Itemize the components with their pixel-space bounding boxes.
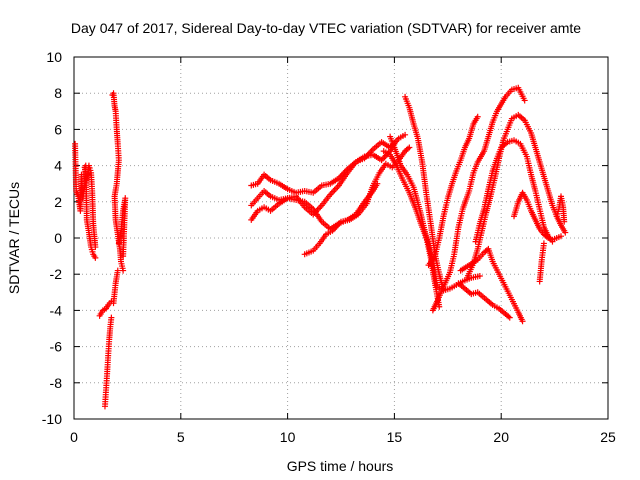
data-point [506,314,513,321]
data-point [108,314,115,321]
y-tick-label: -6 [50,339,63,355]
y-axis-label: SDTVAR / TECUs [6,182,22,294]
data-point [558,233,565,240]
y-tick-label: 6 [54,121,62,137]
data-point [476,273,483,280]
y-tick-label: 10 [46,49,62,65]
data-point [402,131,409,138]
x-tick-label: 20 [493,429,509,445]
y-axis-ticks: -10 -8 -6 -4 -2 0 2 4 6 8 10 [42,49,608,427]
data-point [92,254,99,261]
y-tick-label: 0 [54,230,62,246]
data-points [72,84,569,410]
data-point [474,113,481,120]
data-point [120,267,127,274]
x-tick-label: 10 [280,429,296,445]
y-tick-label: 4 [54,158,62,174]
grid-lines [74,57,608,419]
data-point [406,144,413,151]
y-tick-label: -8 [50,375,63,391]
y-tick-label: 2 [54,194,62,210]
y-tick-label: 8 [54,85,62,101]
data-point [561,218,568,225]
y-tick-label: -4 [50,302,63,318]
x-axis-ticks: 0 5 10 15 20 25 [70,57,616,445]
data-point [540,240,547,247]
x-tick-label: 15 [387,429,403,445]
chart-title: Day 047 of 2017, Sidereal Day-to-day VTE… [71,20,581,36]
data-point [114,267,121,274]
data-point [120,253,127,260]
x-axis-label: GPS time / hours [287,458,394,474]
data-point [519,318,526,325]
data-point [521,97,528,104]
y-tick-label: -2 [50,266,63,282]
data-point [562,229,569,236]
x-tick-label: 25 [600,429,616,445]
x-tick-label: 5 [177,429,185,445]
data-point [92,244,99,251]
x-tick-label: 0 [70,429,78,445]
y-tick-label: -10 [42,411,62,427]
